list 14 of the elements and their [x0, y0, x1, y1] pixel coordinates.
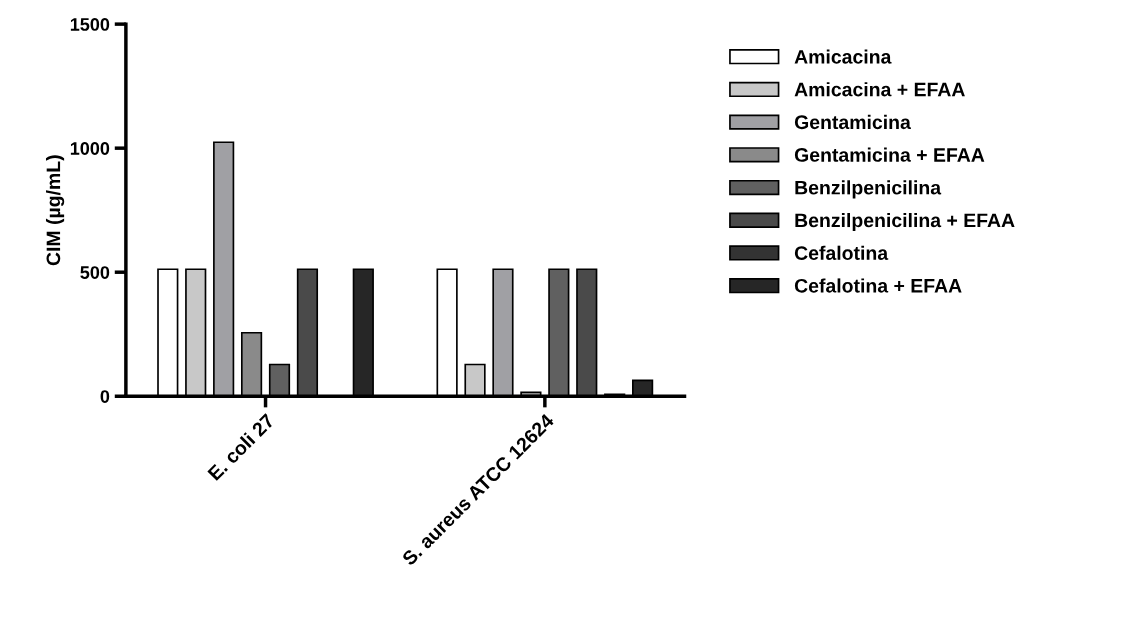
legend-label: Amicacina: [794, 49, 892, 64]
legend-label: Cefalotina + EFAA: [794, 278, 962, 293]
y-axis-title: CIM (µg/mL): [45, 155, 65, 266]
y-tick-label: 0: [100, 390, 110, 403]
legend-label: Gentamicina + EFAA: [794, 147, 985, 162]
legend-label: Benzilpenicilina + EFAA: [795, 212, 1015, 232]
legend-label: Gentamicina: [794, 114, 911, 130]
legend-label: Benzilpenicilina: [795, 180, 942, 199]
x-tick-label: E. coli 27: [206, 412, 276, 481]
y-tick-label: 1500: [70, 18, 110, 31]
y-tick-label: 500: [80, 266, 110, 279]
legend-label: Cefalotina: [794, 245, 889, 260]
y-tick-label: 1000: [70, 142, 110, 155]
legend-label: Amicacina + EFAA: [794, 82, 965, 97]
